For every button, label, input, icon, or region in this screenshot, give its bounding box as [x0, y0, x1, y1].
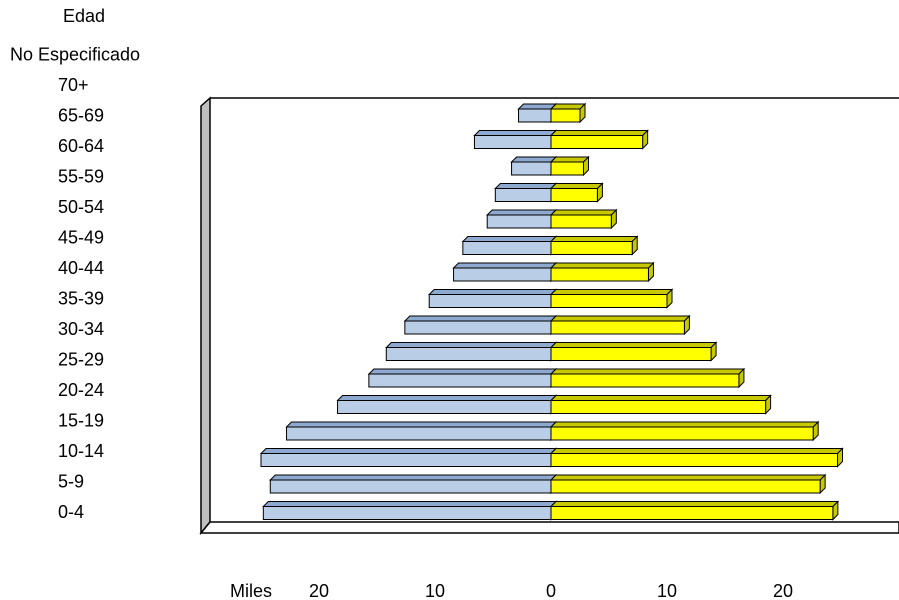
bar [337, 400, 552, 414]
category-label: 40-44 [58, 258, 104, 278]
bar-top [367, 368, 558, 375]
bar-top [494, 183, 558, 189]
bar [262, 506, 552, 520]
bar-top [549, 209, 618, 216]
bar [550, 400, 767, 414]
bar [453, 267, 552, 282]
bar-top [549, 262, 655, 269]
category-label: 10-14 [58, 441, 104, 461]
bar [550, 135, 644, 149]
bar-top [549, 130, 649, 136]
bar-top [285, 421, 558, 428]
bar-top [427, 289, 558, 295]
bar-top [473, 130, 558, 136]
bar [486, 214, 552, 229]
bar [550, 294, 668, 308]
category-label: 30-34 [58, 319, 104, 339]
x-tick-label: 10 [657, 581, 677, 600]
category-label: 25-29 [58, 349, 104, 369]
bar [550, 214, 612, 229]
bar [518, 108, 552, 123]
x-tick-label: 10 [425, 581, 445, 600]
bar-top [485, 209, 558, 216]
bar [550, 506, 834, 520]
bar [550, 426, 814, 441]
bar [404, 320, 552, 335]
bar [473, 135, 552, 149]
x-tick-label: 20 [309, 581, 329, 600]
bar [462, 241, 552, 255]
axis-title: Edad [63, 6, 105, 26]
bar-top [549, 289, 674, 295]
bar-top [510, 156, 558, 163]
bar-top [336, 395, 558, 401]
bar [368, 373, 552, 388]
bar-top [549, 315, 691, 322]
category-label: 55-59 [58, 166, 104, 186]
bar [550, 241, 633, 255]
category-label: 0-4 [58, 502, 84, 522]
bar-top [549, 421, 820, 428]
bar [428, 294, 552, 308]
category-label: 60-64 [58, 136, 104, 156]
category-label: 20-24 [58, 380, 104, 400]
bar [550, 188, 598, 202]
bar [260, 453, 552, 467]
bar [550, 267, 649, 282]
bar-top [549, 342, 718, 348]
bar-top [549, 448, 844, 454]
category-label: 70+ [58, 75, 89, 95]
bar-top [262, 501, 558, 507]
bar-top [549, 236, 639, 242]
bar-top [403, 315, 558, 322]
bar-top [269, 474, 558, 481]
bar [550, 108, 581, 123]
bar-top [452, 262, 558, 269]
bar [550, 479, 821, 494]
x-tick-label: 0 [546, 581, 556, 600]
bar-top [549, 395, 772, 401]
bar-top [549, 183, 604, 189]
bar-top [385, 342, 558, 348]
x-axis-label: Miles [230, 581, 272, 600]
bar [511, 161, 552, 176]
bar-top [461, 236, 558, 242]
bar [550, 453, 839, 467]
x-tick-label: 20 [773, 581, 793, 600]
floor [199, 521, 899, 534]
bar [550, 320, 685, 335]
category-label: 50-54 [58, 197, 104, 217]
bar-top [549, 103, 587, 110]
bar-top [549, 368, 746, 375]
bar [385, 347, 552, 361]
category-label: 45-49 [58, 227, 104, 247]
bar [550, 347, 712, 361]
category-label: No Especificado [10, 44, 140, 64]
category-label: 65-69 [58, 105, 104, 125]
bar-top [517, 103, 558, 110]
bar-top [549, 156, 590, 163]
category-label: 35-39 [58, 288, 104, 308]
bar-top [549, 501, 840, 507]
category-label: 15-19 [58, 410, 104, 430]
bar [286, 426, 552, 441]
bar [269, 479, 552, 494]
bar-top [259, 448, 558, 454]
bar [494, 188, 552, 202]
bar [550, 161, 584, 176]
bar-top [549, 474, 827, 481]
bar [550, 373, 740, 388]
left-wall [200, 96, 211, 536]
category-label: 5-9 [58, 471, 84, 491]
